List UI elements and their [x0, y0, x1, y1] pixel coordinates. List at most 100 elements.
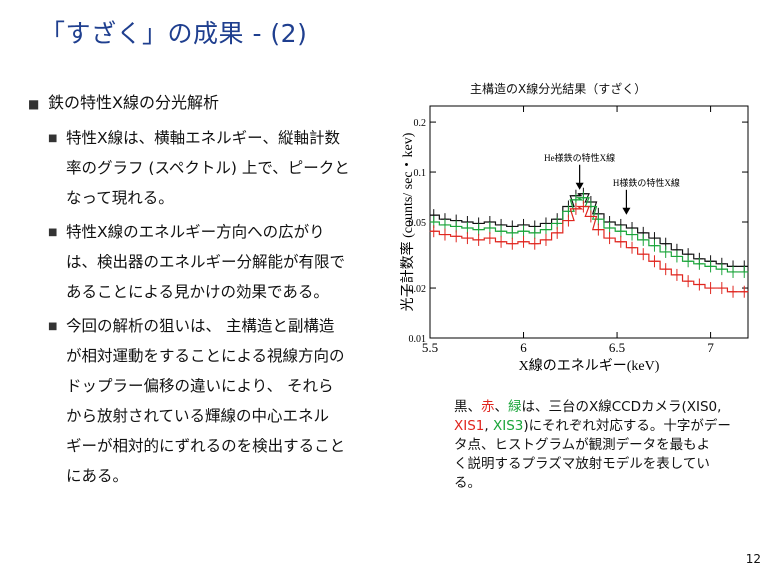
data-point: [706, 282, 715, 295]
y-tick-label: 0.2: [414, 118, 427, 129]
data-point: [463, 232, 472, 245]
text-line: 特性X線のエネルギー方向への広がり: [66, 223, 325, 241]
sub-bullet-text: 今回の解析の狙いは、 主構造と副構造 が相対運動をすることによる視線方向の ドッ…: [66, 311, 345, 491]
x-tick-label: 5.5: [422, 340, 438, 355]
data-point: [706, 260, 715, 273]
data-point: [474, 223, 483, 236]
y-axis-label: 光子計数率 (counts/ sec・kev): [400, 132, 416, 311]
y-tick-label: 0.05: [409, 218, 427, 229]
text-line: 率のグラフ (スペクトル) 上で、ピークと: [66, 159, 350, 177]
data-point: [729, 265, 738, 278]
data-point: [717, 282, 726, 295]
sub-bullet: ■ 今回の解析の狙いは、 主構造と副構造 が相対運動をすることによる視線方向の …: [48, 311, 398, 491]
data-point: [485, 232, 494, 245]
data-point: [639, 233, 648, 246]
data-point: [684, 255, 693, 268]
data-point: [628, 228, 637, 241]
data-point: [616, 225, 625, 238]
data-point: [684, 275, 693, 288]
text-line: が相対運動をすることによる視線方向の: [66, 347, 345, 365]
data-point: [661, 245, 670, 258]
data-point: [519, 225, 528, 238]
data-point: [497, 235, 506, 248]
arrowhead-icon: [575, 182, 584, 190]
text-line: 特性X線は、横軸エネルギー、縦軸計数: [66, 129, 340, 147]
data-point: [508, 226, 517, 239]
x-tick-label: 6: [520, 340, 527, 355]
text-line: から放射されている輝線の中心エネル: [66, 407, 330, 425]
text-line: ドップラー偏移の違いにより、 それら: [66, 377, 334, 395]
spectrum-chart: 5.5 6 6.5 7 0.2 0.1 0.05 0.02 0.01 He様鉄の特性X線 H様鉄の…: [400, 105, 749, 374]
caption-line: XIS1, XIS3)にそれぞれ対応する。十字がデー: [454, 417, 754, 436]
x-axis-label: X線のエネルギー(keV): [519, 358, 660, 374]
y-tick-label: 0.01: [409, 334, 427, 345]
data-point: [553, 226, 562, 239]
data-point: [695, 278, 704, 291]
sub-bullet-text: 特性X線のエネルギー方向への広がり は、検出器のエネルギー分解能が有限で あるこ…: [66, 217, 345, 307]
data-point: [740, 285, 749, 298]
sub-bullet-text: 特性X線は、横軸エネルギー、縦軸計数 率のグラフ (スペクトル) 上で、ピークと…: [66, 123, 350, 213]
data-point: [628, 241, 637, 254]
square-bullet-icon: ■: [48, 321, 58, 332]
data-point: [452, 230, 461, 243]
data-point: [586, 210, 595, 223]
text-line: は、検出器のエネルギー分解能が有限で: [66, 253, 346, 271]
bullet-main: ■ 鉄の特性X線の分光解析: [28, 88, 398, 119]
caption-text: 、: [494, 399, 509, 415]
text-line: あることによる見かけの効果である。: [66, 283, 329, 301]
annotation-label: H様鉄の特性X線: [613, 177, 680, 188]
caption-line: タ点、ヒストグラムが観測データを最もよ: [454, 437, 711, 453]
sub-bullet: ■ 特性X線のエネルギー方向への広がり は、検出器のエネルギー分解能が有限で あ…: [48, 217, 398, 307]
data-point: [695, 257, 704, 270]
data-point: [672, 250, 681, 263]
data-point: [639, 248, 648, 261]
data-point: [541, 233, 550, 246]
x-tick-label: 6.5: [609, 340, 625, 355]
series-model-line: [430, 197, 748, 273]
data-point: [579, 200, 588, 213]
data-point: [571, 202, 580, 215]
caption-text: は、三台のX線CCDカメラ(XIS0,: [521, 399, 722, 415]
data-point: [650, 255, 659, 268]
data-point: [717, 263, 726, 276]
caption-line: 黒、赤、緑は、三台のX線CCDカメラ(XIS0,: [454, 398, 754, 417]
data-point: [474, 233, 483, 246]
caption-line: る。: [454, 475, 481, 491]
y-tick-label: 0.02: [409, 284, 427, 295]
data-point: [463, 222, 472, 235]
data-point: [672, 268, 681, 281]
data-point: [508, 237, 517, 250]
square-bullet-icon: ■: [48, 227, 58, 238]
caption-red-text: XIS1: [454, 418, 485, 434]
x-tick-label: 7: [707, 340, 714, 355]
data-point: [661, 263, 670, 276]
data-point: [440, 228, 449, 241]
chart-title: 主構造のX線分光結果（すざく）: [470, 82, 647, 96]
series-model-line: [430, 205, 748, 293]
annotation-label: He様鉄の特性X線: [544, 152, 615, 163]
data-point: [519, 235, 528, 248]
plot-frame: [429, 105, 749, 339]
square-bullet-icon: ■: [48, 133, 58, 144]
data-point: [530, 237, 539, 250]
y-tick-label: 0.1: [414, 168, 427, 179]
data-point: [616, 235, 625, 248]
data-point: [740, 265, 749, 278]
data-point: [564, 214, 573, 227]
data-point: [605, 222, 614, 235]
caption-text: ,: [484, 418, 493, 434]
caption-line: く説明するプラズマ放射モデルを表してい: [454, 456, 710, 472]
data-point: [429, 225, 438, 238]
bullet-list: ■ 鉄の特性X線の分光解析 ■ 特性X線は、横軸エネルギー、縦軸計数 率のグラフ…: [28, 88, 398, 495]
slide-title: 「すざく」の成果 - (2): [40, 19, 308, 48]
square-bullet-icon: ■: [28, 97, 40, 111]
bullet-main-text: 鉄の特性X線の分光解析: [48, 93, 219, 112]
data-point: [530, 226, 539, 239]
data-point: [650, 239, 659, 252]
data-point: [497, 225, 506, 238]
data-point: [485, 222, 494, 235]
caption-red-text: 赤: [481, 399, 495, 415]
text-line: にある。: [66, 467, 129, 485]
text-line: ギーが相対的にずれるのを検出すること: [66, 437, 346, 455]
caption-green-text: 緑: [508, 399, 522, 415]
